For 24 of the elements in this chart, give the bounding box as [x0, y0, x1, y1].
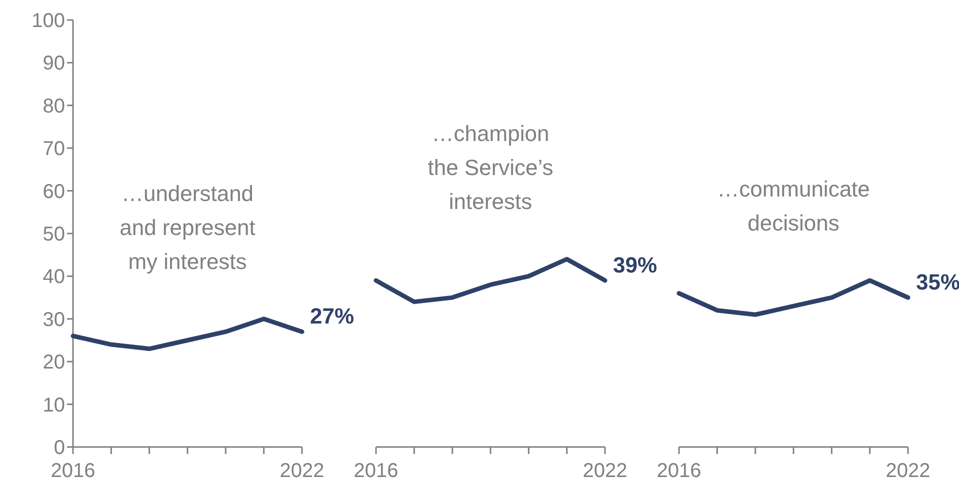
y-tick-label: 40 — [42, 266, 65, 288]
y-tick-label: 10 — [42, 394, 65, 416]
x-tick-label: 2022 — [280, 460, 324, 482]
x-tick-label: 2016 — [50, 460, 96, 482]
text: …champion the Service’s interests — [428, 121, 554, 214]
y-tick-label: 50 — [42, 224, 65, 246]
data-label: 39% — [613, 252, 658, 278]
y-tick-label: 70 — [42, 138, 65, 160]
x-tick-label: 2022 — [886, 460, 930, 482]
text: …understand and represent my interests — [120, 180, 256, 274]
y-tick-label: 80 — [42, 95, 65, 118]
y-tick-label: 60 — [42, 180, 65, 203]
text: …communicate decisions — [717, 176, 870, 236]
x-tick-label: 2016 — [354, 460, 398, 482]
x-tick-label: 2016 — [656, 460, 702, 482]
data-label: 27% — [310, 304, 354, 329]
y-tick-label: 20 — [42, 352, 65, 374]
data-label: 35% — [916, 270, 959, 295]
x-tick-label: 2022 — [582, 460, 628, 482]
y-tick-label: 0 — [54, 437, 65, 459]
y-tick-label: 30 — [42, 308, 65, 331]
line-series — [70, 316, 304, 352]
y-tick-label: 100 — [32, 10, 65, 32]
y-tick-label: 90 — [42, 52, 65, 75]
